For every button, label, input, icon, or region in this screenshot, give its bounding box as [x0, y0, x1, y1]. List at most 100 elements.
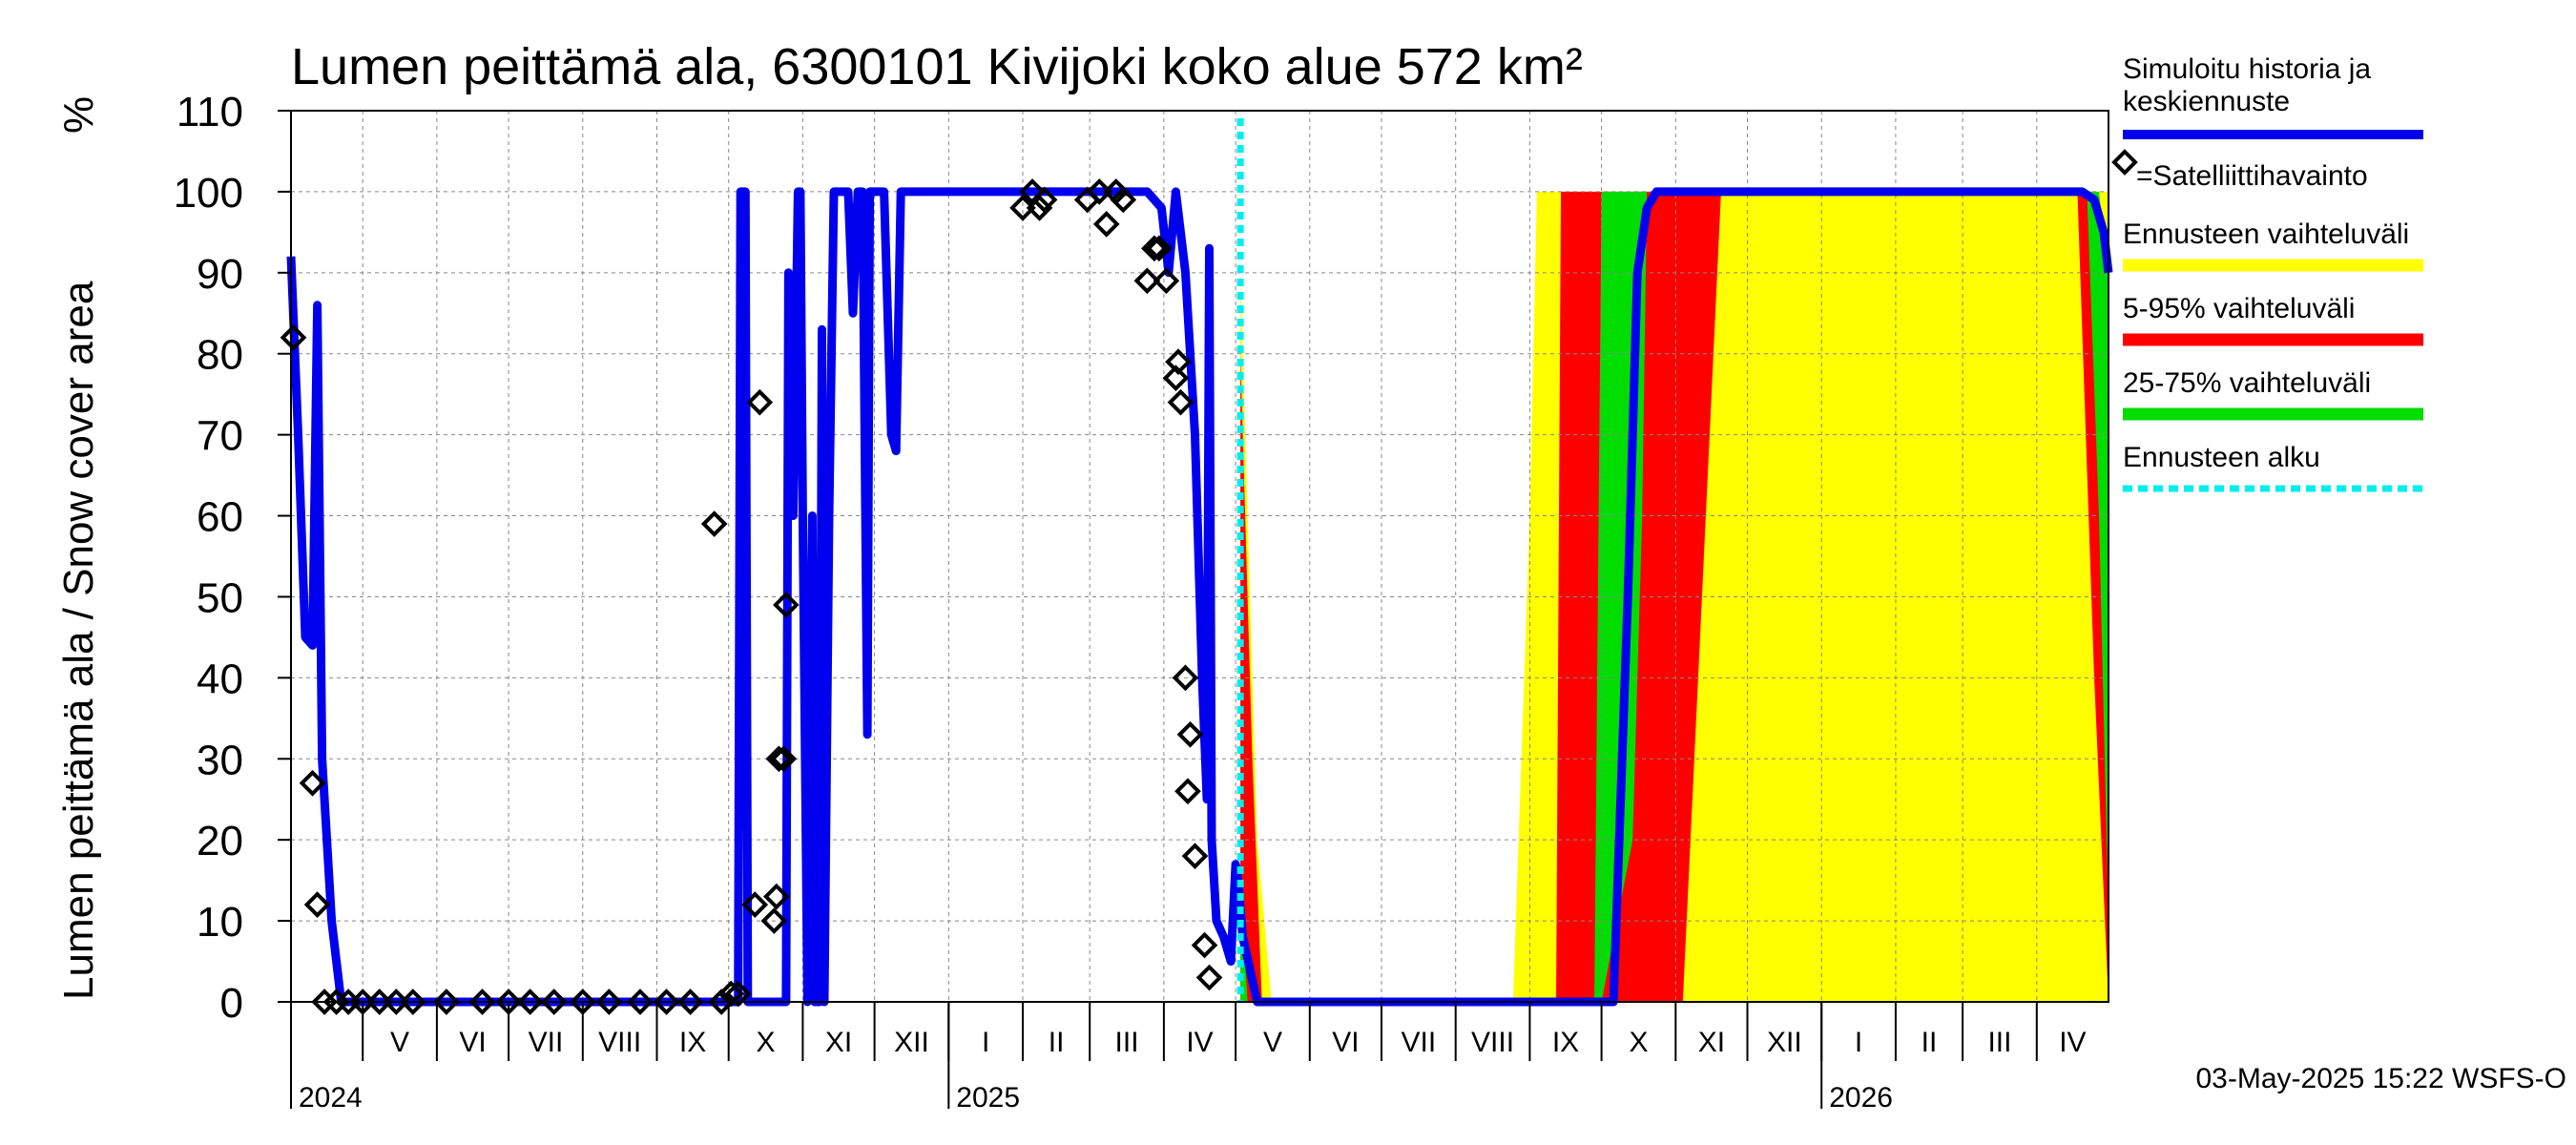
legend-label-simulated: Simuloitu historia ja keskiennuste	[2123, 53, 2371, 117]
observation-point-13	[516, 989, 544, 1015]
y-tick-label-3: 30	[197, 737, 243, 783]
observation-point-20	[700, 510, 728, 537]
y-tick-label-1: 10	[197, 899, 243, 946]
observation-point-44	[1162, 364, 1190, 392]
observation-point-29	[770, 745, 798, 773]
chart-title: Lumen peittämä ala, 6300101 Kivijoki kok…	[291, 38, 1583, 95]
observation-point-9	[400, 989, 426, 1015]
observation-point-34	[1030, 186, 1058, 214]
observation-point-14	[540, 989, 568, 1015]
month-label-6: XI	[825, 1027, 852, 1058]
observation-point-11	[468, 989, 496, 1015]
legend-label-0: Ennusteen vaihteluväli	[2123, 219, 2409, 250]
month-label-1: VI	[459, 1027, 486, 1058]
y-tick-label-0: 0	[220, 980, 243, 1027]
observation-point-8	[383, 989, 410, 1015]
observation-point-10	[433, 989, 460, 1015]
observation-point-17	[627, 989, 654, 1015]
observation-point-51	[1191, 931, 1218, 959]
legend-label-observation: =Satelliittihavainto	[2136, 160, 2368, 192]
legend-label-2: 25-75% vaihteluväli	[2123, 367, 2371, 399]
observation-point-26	[760, 907, 788, 934]
month-label-21: II	[1922, 1027, 1938, 1058]
observation-point-49	[1176, 720, 1204, 748]
month-label-22: III	[1987, 1027, 2011, 1058]
month-label-13: VI	[1332, 1027, 1359, 1058]
observation-point-40	[1133, 267, 1161, 295]
legend-label-3: Ennusteen alku	[2123, 442, 2320, 473]
month-label-10: III	[1115, 1027, 1139, 1058]
observation-point-22	[717, 980, 745, 1008]
month-label-20: I	[1855, 1027, 1862, 1058]
y-axis-ticks: 0 10 20 30 40 50 60 70 80 90 100 110	[174, 89, 291, 1027]
observation-point-27	[763, 883, 790, 910]
observation-point-28	[765, 745, 793, 773]
y-tick-label-6: 60	[197, 494, 243, 541]
year-label-0: 2024	[299, 1082, 363, 1114]
month-label-11: IV	[1186, 1027, 1213, 1058]
observation-point-21	[708, 989, 736, 1015]
legend-swatch-observation	[2111, 149, 2138, 176]
observation-point-24	[741, 891, 769, 918]
y-tick-label-11: 110	[177, 89, 243, 135]
month-label-4: IX	[679, 1027, 706, 1058]
observation-point-18	[653, 989, 680, 1015]
observation-point-36	[1086, 178, 1113, 205]
observation-point-1	[299, 769, 326, 797]
observation-point-48	[1174, 778, 1201, 805]
simulated-history-line	[286, 187, 2113, 1007]
month-label-7: XII	[894, 1027, 929, 1058]
month-label-23: IV	[2059, 1027, 2086, 1058]
month-label-5: X	[757, 1027, 776, 1058]
y-axis-label: Lumen peittämä ala / Snow cover area	[55, 281, 102, 1000]
observation-point-25	[746, 388, 774, 416]
month-label-15: VIII	[1471, 1027, 1514, 1058]
month-label-19: XII	[1767, 1027, 1802, 1058]
observation-point-7	[365, 989, 393, 1015]
timestamp-label: 03-May-2025 15:22 WSFS-O	[2196, 1063, 2567, 1094]
observation-point-42	[1146, 235, 1173, 262]
observation-point-47	[1172, 664, 1199, 692]
observation-point-16	[595, 989, 623, 1015]
month-label-14: VII	[1402, 1027, 1437, 1058]
observation-point-31	[1009, 195, 1036, 221]
y-tick-label-10: 100	[174, 170, 243, 217]
observation-point-46	[1167, 388, 1195, 416]
satellite-observations	[280, 178, 1223, 1015]
data-lines	[286, 118, 2113, 1007]
observation-point-43	[1153, 267, 1180, 295]
month-label-18: XI	[1698, 1027, 1725, 1058]
legend-label-1: 5-95% vaihteluväli	[2123, 293, 2355, 324]
x-axis: V VI VII VIII IX X XI XII I II III IV V VI VII VIII IX X X…	[290, 1002, 2087, 1114]
y-tick-label-2: 20	[197, 818, 243, 864]
observation-point-45	[1165, 348, 1192, 376]
y-tick-label-9: 90	[197, 251, 243, 298]
month-label-8: I	[982, 1027, 989, 1058]
observation-point-41	[1141, 235, 1168, 262]
year-label-2: 2026	[1829, 1082, 1893, 1114]
y-axis-unit: %	[55, 96, 102, 134]
observation-point-37	[1092, 211, 1120, 238]
plot-area	[280, 110, 2113, 1015]
month-label-2: VII	[529, 1027, 564, 1058]
month-label-0: V	[390, 1027, 409, 1058]
observation-point-39	[1110, 186, 1137, 214]
observation-point-30	[773, 592, 800, 618]
observation-point-52	[1195, 964, 1223, 991]
observation-point-2	[303, 891, 331, 918]
observation-point-50	[1181, 843, 1209, 869]
observation-point-19	[676, 989, 704, 1015]
observation-point-23	[724, 980, 752, 1008]
y-tick-label-5: 50	[197, 574, 243, 621]
grid-lines	[291, 111, 2109, 1002]
y-tick-label-8: 80	[197, 332, 243, 379]
month-label-17: X	[1629, 1027, 1648, 1058]
plot-frame	[290, 110, 2109, 1003]
legend: Simuloitu historia ja keskiennuste =Satell…	[2111, 53, 2423, 492]
observation-point-33	[1026, 195, 1053, 221]
y-tick-label-4: 40	[197, 656, 243, 702]
month-label-9: II	[1049, 1027, 1065, 1058]
month-label-3: VIII	[598, 1027, 641, 1058]
observation-point-0	[280, 323, 307, 351]
